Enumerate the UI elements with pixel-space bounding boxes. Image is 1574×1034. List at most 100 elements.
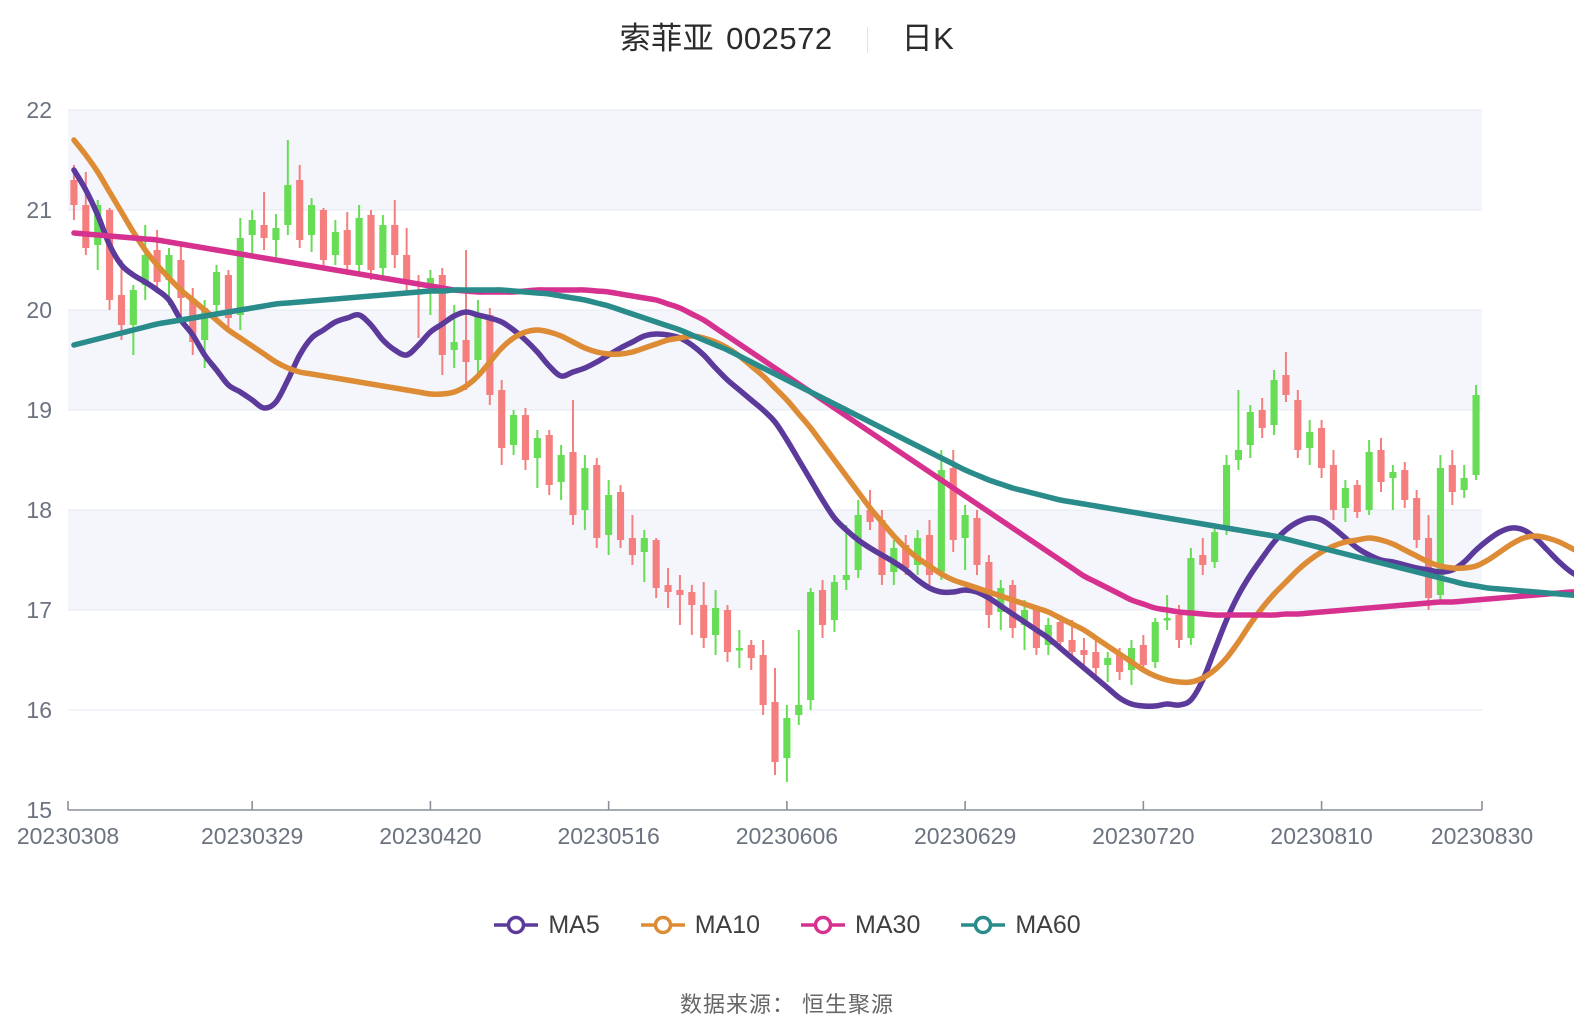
candlestick[interactable] — [961, 505, 969, 570]
candlestick[interactable] — [628, 515, 636, 565]
candlestick-svg[interactable]: 15 16 17 18 19 20 21 22 20230308 20230329 2023042… — [0, 70, 1574, 860]
candlestick[interactable] — [1199, 538, 1207, 575]
candlestick[interactable] — [1318, 420, 1326, 478]
legend-item-ma60[interactable]: MA60 — [960, 911, 1081, 940]
candlestick[interactable] — [783, 705, 791, 782]
candlestick[interactable] — [688, 585, 696, 635]
candlestick[interactable] — [1294, 390, 1302, 458]
period-label: 日K — [901, 20, 955, 56]
candlestick[interactable] — [605, 480, 613, 555]
candlestick[interactable] — [1246, 405, 1254, 458]
svg-text:16: 16 — [26, 697, 52, 723]
candlestick[interactable] — [795, 630, 803, 725]
legend-item-ma5[interactable]: MA5 — [493, 911, 600, 940]
candlestick[interactable] — [747, 640, 755, 670]
candlestick[interactable] — [1401, 462, 1409, 508]
candlestick[interactable] — [1341, 480, 1349, 522]
candlestick[interactable] — [379, 215, 387, 280]
candlestick-series[interactable] — [70, 140, 1480, 782]
candlestick[interactable] — [652, 538, 660, 598]
candlestick[interactable] — [937, 450, 945, 580]
candlestick[interactable] — [1270, 370, 1278, 435]
candlestick[interactable] — [925, 520, 934, 588]
candlestick[interactable] — [759, 640, 767, 715]
candlestick[interactable] — [830, 575, 838, 632]
candlestick[interactable] — [735, 630, 743, 668]
chart-legend[interactable]: MA5 MA10 MA30 MA60 — [0, 900, 1574, 950]
candlestick[interactable] — [1234, 390, 1242, 470]
candlestick[interactable] — [1413, 490, 1421, 548]
candlestick[interactable] — [248, 210, 256, 258]
legend-marker-icon — [640, 915, 685, 935]
candlestick[interactable] — [1151, 618, 1159, 668]
candlestick[interactable] — [807, 588, 815, 710]
candlestick[interactable] — [367, 210, 375, 280]
candlestick[interactable] — [1258, 398, 1266, 438]
candlestick[interactable] — [616, 485, 625, 548]
candlestick[interactable] — [331, 220, 339, 265]
candlestick[interactable] — [521, 408, 530, 470]
candlestick[interactable] — [1282, 352, 1290, 402]
candlestick[interactable] — [842, 525, 850, 590]
candlestick[interactable] — [1448, 450, 1456, 505]
candlestick[interactable] — [533, 430, 541, 488]
candlestick[interactable] — [1460, 465, 1468, 498]
candlestick[interactable] — [319, 208, 328, 268]
candlestick[interactable] — [498, 380, 506, 465]
candlestick[interactable] — [1389, 465, 1397, 510]
candlestick[interactable] — [1222, 455, 1231, 535]
candlestick[interactable] — [712, 590, 720, 655]
candlestick[interactable] — [1009, 580, 1017, 638]
candlestick[interactable] — [177, 244, 185, 318]
candlestick[interactable] — [771, 668, 779, 775]
candlestick[interactable] — [1211, 525, 1219, 568]
candlestick[interactable] — [284, 140, 292, 235]
candlestick[interactable] — [640, 530, 648, 582]
candlestick[interactable] — [676, 575, 684, 625]
candlestick[interactable] — [581, 455, 589, 530]
candlestick[interactable] — [296, 165, 304, 248]
candlestick[interactable] — [1353, 480, 1361, 518]
svg-text:20230720: 20230720 — [1092, 823, 1194, 849]
candlestick[interactable] — [914, 530, 922, 575]
candlestick[interactable] — [1139, 635, 1147, 672]
candlestick[interactable] — [224, 270, 232, 330]
candlestick[interactable] — [462, 250, 470, 390]
candlestick[interactable] — [1080, 638, 1088, 665]
ma-line-ma60 — [71, 287, 1574, 599]
candlestick[interactable] — [129, 285, 137, 355]
candlestick[interactable] — [1092, 638, 1100, 675]
candlestick[interactable] — [1104, 652, 1112, 682]
candlestick[interactable] — [343, 212, 351, 275]
legend-marker-icon — [494, 915, 539, 935]
candlestick[interactable] — [1472, 385, 1480, 480]
candlestick[interactable] — [1365, 440, 1373, 515]
candlestick[interactable] — [272, 214, 280, 262]
candlestick[interactable] — [545, 430, 553, 495]
candlestick[interactable] — [1377, 438, 1385, 492]
candlestick[interactable] — [593, 458, 601, 548]
candlestick[interactable] — [1329, 450, 1338, 520]
candlestick[interactable] — [700, 582, 708, 648]
chart-plot-area[interactable]: 15 16 17 18 19 20 21 22 20230308 20230329 2023042… — [0, 70, 1574, 860]
legend-item-ma10[interactable]: MA10 — [640, 911, 760, 940]
candlestick[interactable] — [569, 400, 577, 525]
candlestick[interactable] — [1187, 548, 1195, 645]
candlestick[interactable] — [486, 308, 494, 405]
candlestick[interactable] — [510, 410, 518, 455]
candlestick[interactable] — [723, 605, 732, 662]
candlestick[interactable] — [117, 260, 126, 340]
legend-item-ma30[interactable]: MA30 — [800, 911, 920, 940]
candlestick[interactable] — [260, 192, 268, 250]
candlestick[interactable] — [355, 205, 363, 275]
candlestick[interactable] — [973, 510, 981, 575]
candlestick[interactable] — [391, 200, 399, 268]
candlestick[interactable] — [557, 445, 565, 500]
candlestick[interactable] — [818, 580, 827, 638]
candlestick[interactable] — [1306, 420, 1314, 465]
candlestick[interactable] — [308, 198, 316, 252]
candlestick[interactable] — [106, 208, 114, 310]
svg-text:21: 21 — [26, 197, 52, 223]
candlestick[interactable] — [664, 568, 672, 608]
candlestick[interactable] — [212, 265, 221, 320]
